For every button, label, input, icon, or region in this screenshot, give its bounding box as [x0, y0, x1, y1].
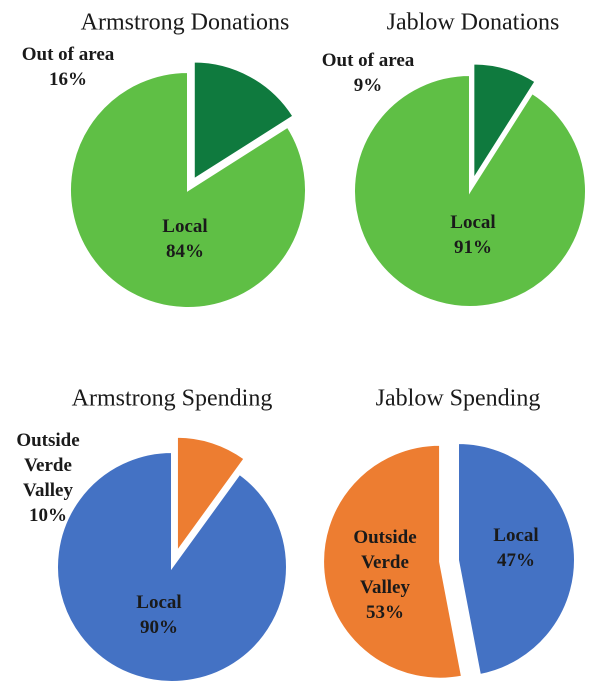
- pie-slice-local: [69, 70, 307, 309]
- slice-label-out-of-area: Out of area 16%: [22, 44, 115, 90]
- slice-label-local: Local 84%: [162, 216, 207, 262]
- pie-slice-out-of-area: [192, 60, 295, 182]
- slice-label-out-of-area: Out of area 9%: [322, 50, 415, 96]
- chart-title: Armstrong Donations: [81, 10, 290, 36]
- pie-slice-out-of-area: [472, 62, 537, 183]
- chart-title: Jablow Donations: [387, 10, 560, 36]
- slice-label-local: Local 47%: [493, 525, 538, 571]
- chart-title: Armstrong Spending: [72, 386, 273, 412]
- pie-chart-armstrong-donations: Armstrong Donations Out of area 16% Local 84…: [22, 10, 307, 309]
- slice-label-local: Local 90%: [136, 592, 181, 638]
- pie-slice-local: [56, 450, 288, 683]
- pie-slice-outside-verde-valley: [322, 443, 464, 680]
- pie-chart-jablow-spending: Jablow Spending Local 47% Outside Verde Valle…: [322, 386, 576, 680]
- chart-title: Jablow Spending: [376, 386, 541, 412]
- slice-label-outside-verde-valley: Outside Verde Valley 10%: [16, 430, 79, 526]
- pie-slice-local: [353, 73, 587, 308]
- slice-label-outside-verde-valley: Outside Verde Valley 53%: [353, 527, 416, 623]
- pie-slice-outside-verde-valley: [175, 435, 246, 555]
- pie-slice-local: [457, 441, 576, 677]
- pie-chart-jablow-donations: Jablow Donations Out of area 9% Local 91%: [322, 10, 587, 308]
- pie-chart-armstrong-spending: Armstrong Spending Outside Verde Valley 10% L…: [16, 386, 288, 683]
- slice-label-local: Local 91%: [450, 212, 495, 258]
